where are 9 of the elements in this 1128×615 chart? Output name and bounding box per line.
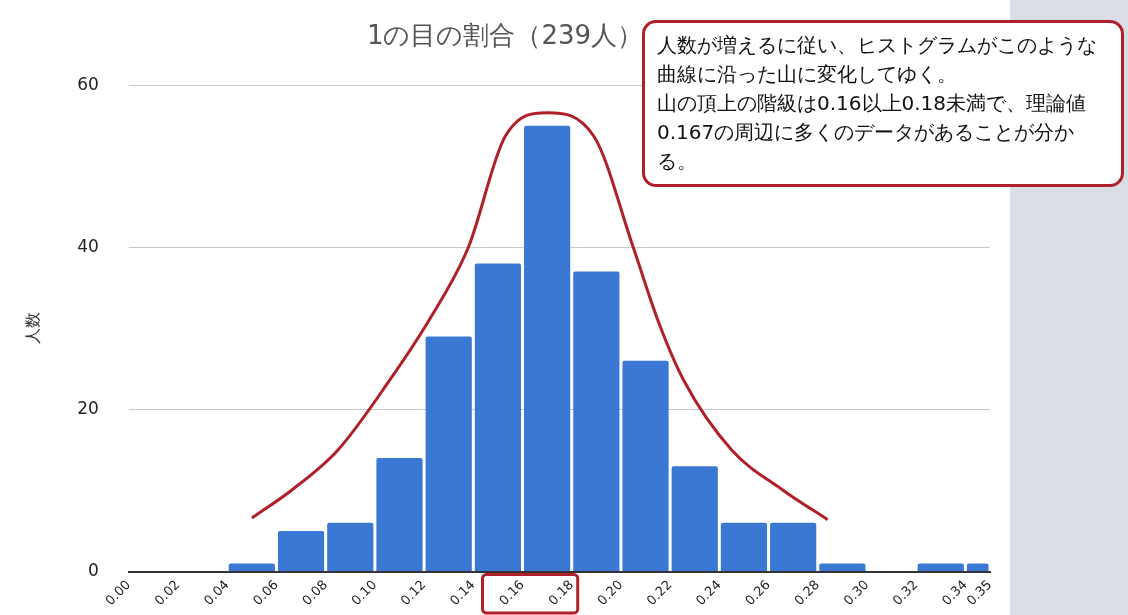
y-axis-title: 人数 xyxy=(22,312,42,345)
y-tick-label: 20 xyxy=(77,397,99,418)
y-tick-label: 40 xyxy=(77,235,99,256)
annotation: 山の頂上の階級は0.16以上0.18未満で、理論値0.167の周辺に多くのデータがあることが分かる。 xyxy=(657,90,1088,175)
y-tick-label: 60 xyxy=(77,73,99,94)
line-series xyxy=(250,111,830,522)
y-tick-label: 0 xyxy=(88,559,99,580)
chart-title: 1の目の割合（239人） xyxy=(366,20,644,51)
annotation: 人数が増えるに従い、ヒストグラムがこのような曲線に沿った山に変化してゆく。 xyxy=(657,32,1098,88)
